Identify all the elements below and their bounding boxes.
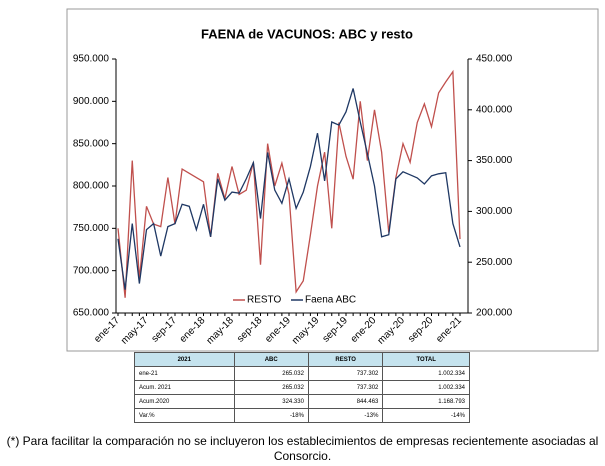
- table-cell: 1.168.793: [382, 394, 470, 409]
- table-cell: 265.032: [233, 380, 309, 395]
- y-tick-label: 650.000: [73, 308, 110, 319]
- chart: FAENA de VACUNOS: ABC y resto 650.000 700…: [66, 8, 599, 352]
- y2-tick-label: 400.000: [476, 104, 513, 115]
- table-cell: -13%: [307, 408, 384, 423]
- chart-frame: [66, 8, 599, 352]
- y-tick-label: 950.000: [73, 54, 110, 65]
- footnote: (*) Para facilitar la comparación no se …: [6, 434, 599, 463]
- legend-label: Faena ABC: [305, 295, 356, 306]
- table-header: RESTO: [307, 352, 384, 367]
- y2-tick-label: 200.000: [476, 308, 513, 319]
- table-header: ABC: [233, 352, 309, 367]
- table-cell: 737.302: [307, 366, 384, 381]
- chart-title: FAENA de VACUNOS: ABC y resto: [201, 26, 413, 41]
- table-cell: -18%: [233, 408, 309, 423]
- table-cell: Acum. 2021: [134, 380, 235, 395]
- y-tick-label: 900.000: [73, 96, 110, 107]
- y2-tick-label: 350.000: [476, 155, 513, 166]
- y2-tick-label: 250.000: [476, 257, 513, 268]
- table-cell: 324.330: [233, 394, 309, 409]
- table-cell: 844.463: [307, 394, 384, 409]
- y-tick-label: 750.000: [73, 223, 110, 234]
- y-tick-label: 850.000: [73, 138, 110, 149]
- table-cell: -14%: [382, 408, 470, 423]
- table-cell: Acum.2020: [134, 394, 235, 409]
- legend-label: RESTO: [247, 295, 281, 306]
- table-header: 2021: [134, 352, 235, 367]
- y2-tick-label: 450.000: [476, 54, 513, 65]
- table-cell: 1.002.334: [382, 380, 470, 395]
- summary-table: 2021 ABC RESTO TOTAL ene-21 265.032 737.302 1.…: [134, 352, 470, 423]
- table-cell: Var.%: [134, 408, 235, 423]
- series-line: [117, 88, 461, 290]
- table-header: TOTAL: [382, 352, 470, 367]
- table-cell: 265.032: [233, 366, 309, 381]
- table-cell: 737.302: [307, 380, 384, 395]
- y-tick-label: 800.000: [73, 181, 110, 192]
- table-cell: ene-21: [134, 366, 235, 381]
- y2-tick-label: 300.000: [476, 206, 513, 217]
- y-tick-label: 700.000: [73, 265, 110, 276]
- table-cell: 1.002.334: [382, 366, 470, 381]
